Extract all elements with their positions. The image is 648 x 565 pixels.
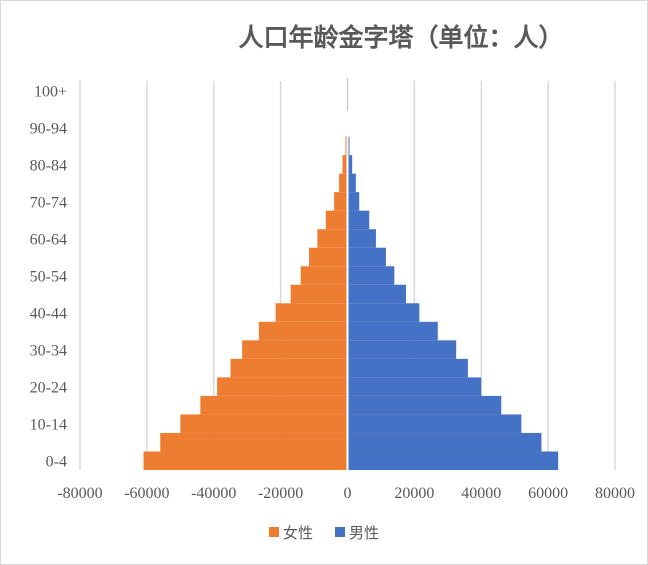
bar-female-30-34 bbox=[242, 340, 348, 359]
x-tick-label: -80000 bbox=[57, 485, 102, 502]
bar-female-0-4 bbox=[143, 451, 348, 470]
bar-female-25-29 bbox=[230, 358, 348, 378]
bar-female-70-74 bbox=[334, 192, 348, 211]
x-tick-label: -60000 bbox=[124, 485, 169, 502]
bar-male-25-29 bbox=[347, 358, 468, 378]
y-tick-label: 20-24 bbox=[30, 380, 67, 397]
legend-label-male: 男性 bbox=[349, 524, 379, 542]
x-tick-label: -40000 bbox=[191, 485, 236, 502]
bar-male-35-39 bbox=[347, 321, 438, 341]
bar-female-50-54 bbox=[300, 266, 348, 285]
y-tick-label: 80-84 bbox=[30, 157, 67, 174]
y-tick-label: 100+ bbox=[34, 83, 67, 100]
y-tick-labels: 0-4 10-14 20-24 30-34 40-44 50-54 60-64 70-74 80… bbox=[30, 83, 67, 470]
bar-female-45-49 bbox=[290, 284, 348, 304]
legend: 女性 男性 bbox=[269, 524, 379, 542]
y-tick-label: 0-4 bbox=[46, 454, 67, 471]
x-tick-label: 20000 bbox=[394, 485, 434, 502]
y-tick-label: 60-64 bbox=[30, 231, 67, 248]
x-tick-label: 40000 bbox=[461, 485, 501, 502]
x-tick-label: 80000 bbox=[595, 485, 635, 502]
y-tick-label: 90-94 bbox=[30, 120, 67, 137]
bar-female-15-19 bbox=[200, 395, 348, 415]
y-tick-label: 40-44 bbox=[30, 306, 67, 323]
gridlines bbox=[79, 81, 616, 470]
y-tick-label: 70-74 bbox=[30, 194, 67, 211]
bar-male-20-24 bbox=[347, 377, 482, 396]
x-tick-label: 0 bbox=[344, 485, 352, 502]
y-tick-label: 50-54 bbox=[30, 269, 67, 286]
bar-female-75-79 bbox=[339, 173, 348, 193]
legend-swatch-female bbox=[269, 527, 279, 537]
bar-female-80-84 bbox=[342, 155, 348, 174]
bar-male-65-69 bbox=[347, 210, 370, 230]
bar-male-15-19 bbox=[347, 395, 502, 415]
bar-female-85-89 bbox=[345, 136, 348, 156]
x-tick-labels: -80000 -60000 -40000 -20000 0 20000 40000 60000… bbox=[57, 485, 635, 502]
bar-female-60-64 bbox=[317, 229, 348, 248]
x-tick-label: -20000 bbox=[258, 485, 303, 502]
bar-male-40-44 bbox=[347, 303, 420, 322]
bar-male-50-54 bbox=[347, 266, 395, 285]
bar-male-80-84 bbox=[347, 155, 353, 174]
bar-female-55-59 bbox=[309, 247, 348, 267]
y-tick-label: 10-14 bbox=[30, 417, 67, 434]
bar-female-40-44 bbox=[275, 303, 348, 322]
bar-male-55-59 bbox=[347, 247, 386, 267]
bar-male-5-9 bbox=[347, 432, 542, 452]
bars bbox=[143, 81, 559, 470]
bar-male-30-34 bbox=[347, 340, 457, 359]
bar-female-10-14 bbox=[180, 414, 348, 433]
bar-male-75-79 bbox=[347, 173, 356, 193]
legend-swatch-male bbox=[335, 527, 345, 537]
bar-male-85-89 bbox=[347, 136, 350, 156]
bar-male-45-49 bbox=[347, 284, 407, 304]
bar-female-5-9 bbox=[160, 432, 348, 452]
bar-female-35-39 bbox=[258, 321, 348, 341]
bar-male-0-4 bbox=[347, 451, 559, 470]
legend-label-female: 女性 bbox=[283, 524, 313, 542]
chart-title: 人口年龄金字塔（单位：人） bbox=[238, 23, 563, 52]
bar-male-60-64 bbox=[347, 229, 376, 248]
bar-male-10-14 bbox=[347, 414, 522, 433]
x-tick-label: 60000 bbox=[528, 485, 568, 502]
bar-male-70-74 bbox=[347, 192, 360, 211]
y-tick-label: 30-34 bbox=[30, 343, 67, 360]
bar-female-20-24 bbox=[217, 377, 348, 396]
bar-female-65-69 bbox=[325, 210, 348, 230]
